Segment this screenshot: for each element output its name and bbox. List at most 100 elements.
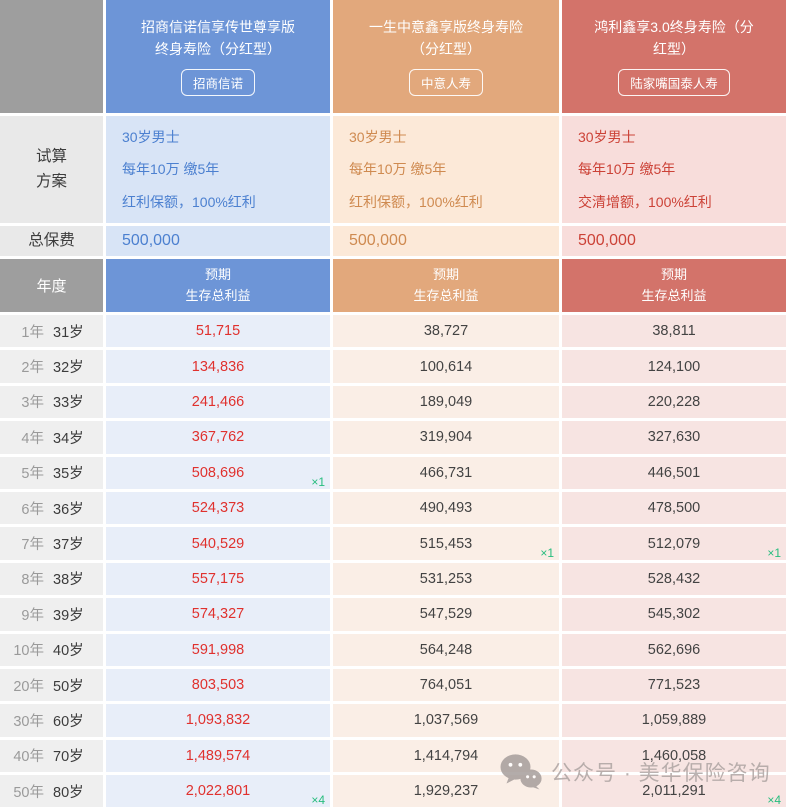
row-age-label: 80岁 [53,784,84,801]
green-multiplier-marker: ×4 [311,793,325,808]
row-year-cell: 40年 70岁 [0,739,103,773]
benefit-value-cell: 591,998 [106,633,330,666]
plan-cell-1: 30岁男士 每年10万 缴5年 红利保额，100%红利 [106,116,330,223]
benefit-value-cell: 540,529 [106,527,330,560]
row-year-cell: 10年 40岁 [0,633,103,666]
green-multiplier-marker: ×1 [311,474,325,489]
row-year-cell: 6年 36岁 [0,491,103,525]
row-year-label: 5年 [21,466,44,483]
benefit-value-cell: 803,503 [106,668,330,702]
plan-line: 30岁男士 [578,129,636,146]
benefit-value-cell: 241,466 [106,385,330,419]
benefit-value-cell: 574,327 [106,598,330,631]
benefit-value-cell: 557,175 [106,562,330,596]
plan-line: 红利保额，100%红利 [349,193,483,210]
row-age-label: 33岁 [53,395,84,412]
row-year-label: 6年 [21,501,44,518]
benefit-value-cell: 100,614 [333,350,559,383]
premium-cell-3: 500,000 [562,226,786,256]
benefit-value-cell: 1,093,832 [106,704,330,737]
product-header-3: 鸿利鑫享3.0终身寿险（分 红型） 陆家嘴国泰人寿 [562,0,786,113]
row-year-cell: 4年 34岁 [0,421,103,454]
benefit-header-3: 预期 生存总利益 [562,259,786,312]
row-year-label: 40年 [13,749,44,766]
benefit-value-cell: 508,696 ×1 [106,456,330,489]
row-year-cell: 30年 60岁 [0,704,103,737]
plan-cell-2: 30岁男士 每年10万 缴5年 红利保额，100%红利 [333,116,559,223]
benefit-value-cell: 319,904 [333,421,559,454]
benefit-value-cell: 478,500 [562,491,786,525]
row-age-label: 40岁 [53,643,84,660]
benefit-value-cell: 1,489,574 [106,739,330,773]
row-year-label: 7年 [21,537,44,554]
company-badge: 中意人寿 [408,69,483,97]
product-header-2: 一生中意鑫享版终身寿险 （分红型） 中意人寿 [333,0,559,113]
benefit-value-cell: 327,630 [562,421,786,454]
row-age-label: 36岁 [53,501,84,518]
plan-line: 30岁男士 [122,129,180,146]
row-year-cell: 7年 37岁 [0,527,103,560]
plan-line: 每年10万 缴5年 [578,161,676,178]
plan-line: 每年10万 缴5年 [349,161,447,178]
benefit-value-cell: 547,529 [333,598,559,631]
benefit-value-cell: 545,302 [562,598,786,631]
plan-cell-3: 30岁男士 每年10万 缴5年 交清增额，100%红利 [562,116,786,223]
benefit-header-1: 预期 生存总利益 [106,259,330,312]
row-age-label: 50岁 [53,678,84,695]
row-age-label: 60岁 [53,713,84,730]
row-year-label: 2年 [21,360,44,377]
row-age-label: 32岁 [53,360,84,377]
benefit-value-cell: 367,762 [106,421,330,454]
row-year-cell: 2年 32岁 [0,350,103,383]
row-year-label: 9年 [21,607,44,624]
plan-line: 交清增额，100%红利 [578,193,712,210]
benefit-value-cell: 490,493 [333,491,559,525]
company-badge: 陆家嘴国泰人寿 [618,69,730,97]
benefit-value-cell: 466,731 [333,456,559,489]
product-header-1: 招商信诺信享传世尊享版 终身寿险（分红型） 招商信诺 [106,0,330,113]
green-multiplier-marker: ×1 [767,545,781,560]
plan-row-label: 试算 方案 [0,116,103,223]
row-age-label: 37岁 [53,537,84,554]
plan-line: 红利保额，100%红利 [122,193,256,210]
row-year-label: 1年 [21,324,44,341]
benefit-value-cell: 764,051 [333,668,559,702]
green-multiplier-marker: ×1 [540,545,554,560]
plan-line: 30岁男士 [349,129,407,146]
premium-row-label: 总保费 [0,226,103,256]
row-year-cell: 8年 38岁 [0,562,103,596]
benefit-value-cell: 189,049 [333,385,559,419]
premium-cell-1: 500,000 [106,226,330,256]
benefit-value-cell: 134,836 [106,350,330,383]
row-year-cell: 5年 35岁 [0,456,103,489]
product-name: 一生中意鑫享版终身寿险 （分红型） [369,18,523,57]
benefit-value-cell: 531,253 [333,562,559,596]
row-age-label: 39岁 [53,607,84,624]
benefit-value-cell: 562,696 [562,633,786,666]
benefit-value-cell: 515,453 ×1 [333,527,559,560]
plan-line: 每年10万 缴5年 [122,161,220,178]
benefit-value-cell: 564,248 [333,633,559,666]
row-age-label: 34岁 [53,430,84,447]
benefit-value-cell: 1,414,794 [333,739,559,773]
row-year-label: 4年 [21,430,44,447]
row-year-cell: 1年 31岁 [0,315,103,348]
benefit-value-cell: 528,432 [562,562,786,596]
benefit-value-cell: 1,460,058 [562,739,786,773]
benefit-value-cell: 2,011,291 ×4 [562,775,786,808]
benefit-value-cell: 1,037,569 [333,704,559,737]
row-age-label: 31岁 [53,324,84,341]
green-multiplier-marker: ×4 [767,793,781,808]
corner-block [0,0,103,113]
product-name: 鸿利鑫享3.0终身寿险（分 红型） [594,18,754,57]
year-column-header: 年度 [0,259,103,312]
row-year-label: 8年 [21,572,44,589]
row-age-label: 35岁 [53,466,84,483]
row-year-label: 20年 [13,678,44,695]
row-year-label: 50年 [13,784,44,801]
benefit-value-cell: 512,079 ×1 [562,527,786,560]
row-year-cell: 9年 39岁 [0,598,103,631]
benefit-value-cell: 1,929,237 [333,775,559,808]
row-year-label: 30年 [13,713,44,730]
